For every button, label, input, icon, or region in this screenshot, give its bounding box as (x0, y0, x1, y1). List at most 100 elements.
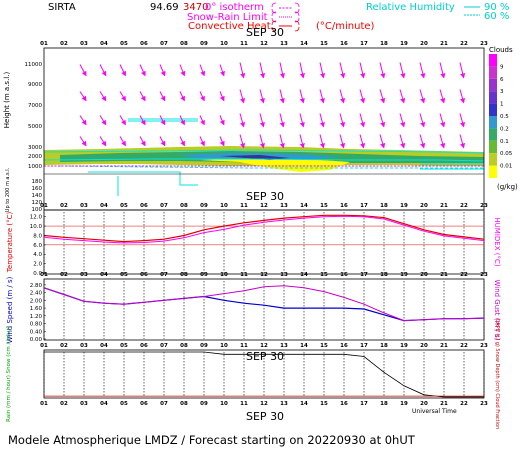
x-tick-label: 07 (160, 203, 168, 209)
wind-arrow (99, 136, 107, 147)
wind-arrow (99, 64, 107, 77)
wind-arrow (239, 113, 245, 128)
wind-arrow (159, 64, 166, 77)
x-tick-label: 18 (380, 343, 388, 349)
x-tick-label: 18 (380, 401, 388, 407)
colorbar-swatch (489, 91, 497, 104)
cape-ylabel: CAPE (J / g) Snow Depth (cm) Cloud Fract… (494, 319, 500, 430)
wind-arrow (239, 89, 245, 104)
height-ylabel: Height (m a.s.l.) (3, 72, 11, 129)
x-tick-label: 23 (480, 401, 488, 407)
x-tick-label: 05 (120, 41, 128, 47)
x-tick-label: 23 (480, 203, 488, 209)
x-tick-label: 20 (420, 41, 428, 47)
wind-arrow (259, 62, 266, 79)
x-tick-label: 12 (260, 203, 268, 209)
wind-arrow (339, 113, 345, 128)
x-tick-label: 07 (160, 343, 168, 349)
wind-arrow (399, 62, 406, 79)
x-tick-label: 16 (340, 272, 348, 278)
x-tick-label: 20 (420, 401, 428, 407)
x-tick-label: 19 (400, 203, 408, 209)
x-tick-label: 12 (260, 401, 268, 407)
wind-arrow (359, 62, 366, 79)
height-y-axis: 11000 9000 7000 5000 3000 2000 1000 18016014012… (25, 62, 43, 213)
wind-arrow (79, 115, 87, 126)
x-tick-label: 18 (380, 272, 388, 278)
wind-arrow (299, 89, 305, 104)
x-tick-label: 19 (400, 401, 408, 407)
x-tick-label: 11 (240, 343, 248, 349)
height-tick-label: 5000 (28, 124, 42, 130)
x-tick-label: 04 (100, 272, 108, 278)
wind-arrow (359, 113, 365, 128)
colorbar-swatch (489, 128, 497, 141)
x-tick-label: 10 (220, 272, 228, 278)
wind-arrow (79, 136, 87, 147)
colorbar-swatch (489, 54, 497, 67)
wind-arrow (199, 64, 206, 77)
wind-arrow (339, 89, 345, 104)
x-tick-label: 17 (360, 272, 368, 278)
x-tick-label: 09 (200, 203, 208, 209)
x-tick-label: 15 (320, 41, 328, 47)
x-tick-label: 14 (300, 343, 308, 349)
x-tick-label: 12 (260, 343, 268, 349)
x-tick-label: 07 (160, 272, 168, 278)
x-tick-label: 06 (140, 203, 148, 209)
cloud-scale-title: Clouds (489, 46, 513, 54)
x-tick-label: 10 (220, 203, 228, 209)
y-tick-label: 8.0 (33, 233, 42, 239)
wind-y-axis: 2.80 2.402.00 1.60 1.20 0.800.40 0.00 (30, 283, 46, 343)
x-tick-label: 16 (340, 203, 348, 209)
x-tick-label: 08 (180, 401, 188, 407)
rh-90: 90 % (484, 2, 509, 13)
x-tick-label: 20 (420, 343, 428, 349)
x-tick-label: 22 (460, 203, 468, 209)
colorbar-swatch (489, 116, 497, 129)
x-tick-label: 12 (260, 272, 268, 278)
x-tick-label: 13 (280, 41, 288, 47)
x-tick-label: 13 (280, 401, 288, 407)
y-tick-label: 0.40 (30, 329, 43, 335)
cloud-scale-unit: (g/kg) (497, 183, 518, 191)
wind-arrow (179, 64, 186, 77)
x-tick-label: 02 (60, 401, 68, 407)
wind-arrow (299, 134, 305, 149)
wind-arrow (299, 62, 305, 79)
x-tick-label: 19 (400, 41, 408, 47)
wind-arrow (379, 62, 386, 79)
colorbar-swatch (489, 66, 497, 79)
wind-arrow (259, 134, 265, 149)
isotherm-bracket (271, 2, 300, 14)
colorbar-label: 0.01 (500, 164, 512, 170)
rh-band (43, 118, 485, 196)
x-tick-label: 11 (240, 272, 248, 278)
x-tick-label: 15 (320, 401, 328, 407)
x-tick-label: 14 (300, 203, 308, 209)
x-tick-label: 16 (340, 41, 348, 47)
x-tick-label: 04 (100, 41, 108, 47)
wind-arrow (139, 115, 146, 126)
height-tick-label: 120 (32, 200, 43, 206)
wind-arrow (439, 89, 446, 104)
wind-arrow (439, 134, 446, 149)
wind-arrow (119, 136, 126, 147)
wind-arrow (79, 64, 87, 77)
x-tick-label: 14 (300, 272, 308, 278)
x-tick-label: 13 (280, 343, 288, 349)
temperature-y-axis: 12.0 10.0 8.0 6.0 4.0 2.0 0.0 (30, 215, 46, 277)
wind-arrow (139, 64, 146, 77)
x-tick-label: 19 (400, 272, 408, 278)
temperature-ylabel: Temperature (°C) (6, 212, 14, 274)
height-tick-label: 2000 (28, 154, 42, 160)
legend-snowrain: Snow-Rain Limit (187, 12, 268, 23)
wind-arrow (419, 89, 426, 104)
y-tick-label: 2.00 (30, 298, 43, 304)
x-tick-label: 06 (140, 272, 148, 278)
y-tick-label: 6.0 (33, 243, 42, 249)
colorbar-label: 9 (500, 64, 504, 70)
y-tick-label: 0.80 (30, 322, 43, 328)
x-tick-label: 09 (200, 401, 208, 407)
height-tick-label: 180 (32, 179, 43, 185)
